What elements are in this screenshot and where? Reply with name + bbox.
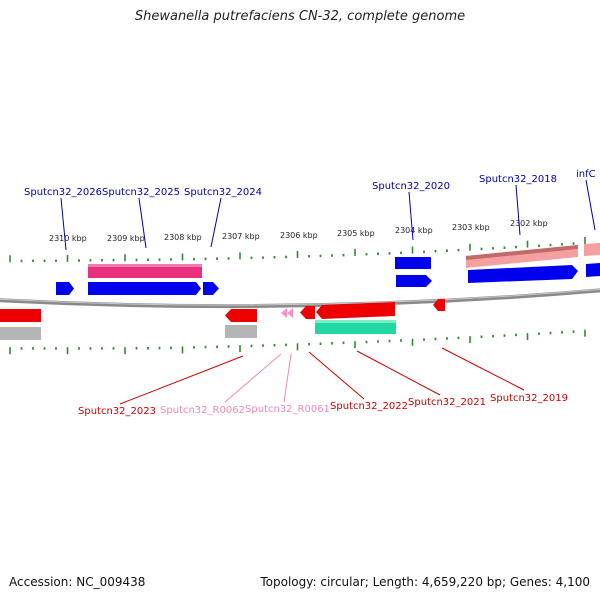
- gene-left-edge-gray[interactable]: [0, 327, 41, 340]
- forward-hits: [88, 243, 600, 278]
- gene-sputcn32-2025[interactable]: [88, 282, 201, 295]
- rna-sputcn32-r0061[interactable]: [287, 308, 293, 318]
- label-sputcn32-2026[interactable]: Sputcn32_2026: [24, 187, 102, 198]
- reverse-genes: [0, 299, 445, 340]
- leader-sputcn32-2021: [356, 350, 441, 396]
- forward-hit-bar[interactable]: [88, 264, 202, 278]
- gene-sputcn32-2018[interactable]: [468, 265, 578, 283]
- leader-sputcn32-2022: [308, 351, 365, 400]
- scale-label-2303: 2303 kbp: [452, 223, 490, 232]
- gene-sputcn32-2021-hit[interactable]: [315, 320, 396, 334]
- genome-backbone-highlight: [0, 288, 600, 306]
- rna-sputcn32-r0062[interactable]: [281, 308, 287, 318]
- label-sputcn32-2019[interactable]: Sputcn32_2019: [490, 393, 568, 404]
- gene-left-edge-reverse[interactable]: [0, 309, 41, 322]
- leader-sputcn32-r0061: [283, 353, 292, 403]
- forward-pale-bar[interactable]: [584, 243, 600, 256]
- scale-label-2306: 2306 kbp: [280, 231, 318, 240]
- scale-label-2304: 2304 kbp: [395, 226, 433, 235]
- gene-infc[interactable]: [586, 263, 600, 277]
- reverse-gene-labels: Sputcn32_2023 Sputcn32_R0062 Sputcn32_R0…: [78, 393, 568, 417]
- leader-sputcn32-2018: [515, 184, 521, 236]
- label-sputcn32-2022[interactable]: Sputcn32_2022: [330, 401, 408, 412]
- gene-sputcn32-2023-gray[interactable]: [225, 325, 257, 338]
- leader-infc: [585, 179, 596, 231]
- inner-tick-ring: [9, 329, 586, 355]
- leader-sputcn32-2024: [210, 197, 222, 248]
- gene-sputcn32-2026[interactable]: [56, 282, 74, 295]
- scale-labels: 2310 kbp 2309 kbp 2308 kbp 2307 kbp 2306…: [49, 219, 548, 243]
- leader-sputcn32-r0062: [224, 353, 282, 403]
- gene-sputcn32-2021-hit-edge: [315, 320, 396, 323]
- gene-sputcn32-2022[interactable]: [300, 306, 315, 319]
- label-sputcn32-2025[interactable]: Sputcn32_2025: [102, 187, 180, 198]
- gene-sputcn32-2023[interactable]: [225, 309, 257, 322]
- genome-backbone: [0, 288, 600, 309]
- scale-label-2310: 2310 kbp: [49, 234, 87, 243]
- gene-sputcn32-2020-upper[interactable]: [395, 257, 431, 269]
- forward-gene-labels: Sputcn32_2026 Sputcn32_2025 Sputcn32_202…: [24, 169, 596, 198]
- label-sputcn32-r0062[interactable]: Sputcn32_R0062: [160, 405, 245, 416]
- forward-hit-bar[interactable]: [88, 264, 202, 267]
- forward-genes: [56, 257, 600, 295]
- gene-sputcn32-2024[interactable]: [203, 282, 219, 295]
- label-sputcn32-2024[interactable]: Sputcn32_2024: [184, 187, 262, 198]
- label-sputcn32-2021[interactable]: Sputcn32_2021: [408, 397, 486, 408]
- scale-label-2308: 2308 kbp: [164, 233, 202, 242]
- map-title: Shewanella putrefaciens CN-32, complete …: [134, 9, 466, 24]
- reverse-leaders: [119, 347, 525, 405]
- label-sputcn32-r0061[interactable]: Sputcn32_R0061: [245, 404, 330, 415]
- gene-sputcn32-2021[interactable]: [316, 302, 395, 319]
- label-sputcn32-2020[interactable]: Sputcn32_2020: [372, 181, 450, 192]
- scale-label-2302: 2302 kbp: [510, 219, 548, 228]
- forward-pale-bar-edge: [466, 245, 578, 260]
- leader-sputcn32-2023: [119, 355, 244, 405]
- leader-sputcn32-2026: [60, 197, 67, 251]
- scale-label-2305: 2305 kbp: [337, 229, 375, 238]
- label-sputcn32-2018[interactable]: Sputcn32_2018: [479, 174, 557, 185]
- accession-text: Accession: NC_009438: [9, 575, 146, 589]
- forward-leaders: [60, 179, 596, 251]
- label-infc[interactable]: infC: [576, 169, 596, 180]
- leader-sputcn32-2025: [138, 197, 147, 249]
- label-sputcn32-2023[interactable]: Sputcn32_2023: [78, 406, 156, 417]
- leader-sputcn32-2019: [441, 347, 525, 391]
- gene-sputcn32-2019[interactable]: [433, 299, 445, 311]
- leader-sputcn32-2020: [408, 191, 414, 241]
- scale-label-2307: 2307 kbp: [222, 232, 260, 241]
- genome-stats-text: Topology: circular; Length: 4,659,220 bp…: [260, 575, 590, 589]
- gene-sputcn32-2020[interactable]: [396, 275, 432, 287]
- outer-tick-ring: [9, 237, 586, 263]
- scale-label-2309: 2309 kbp: [107, 234, 145, 243]
